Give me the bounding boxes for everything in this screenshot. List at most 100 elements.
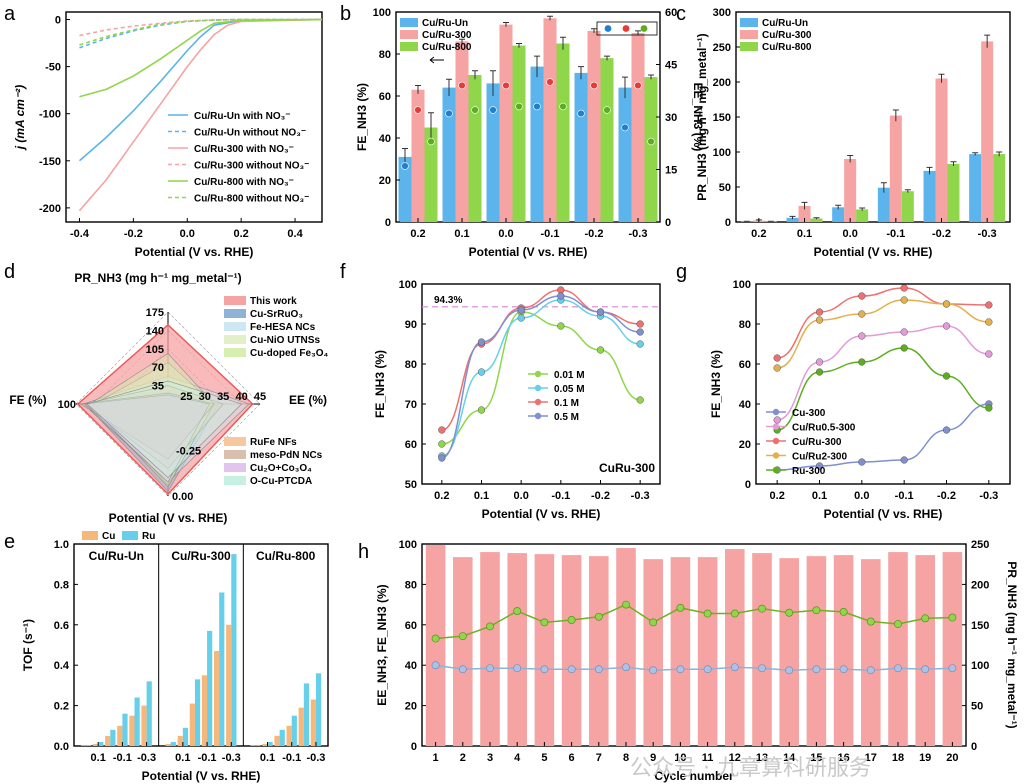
e-legend-swatch-ru — [122, 531, 138, 540]
f-point — [477, 338, 486, 346]
panel-letter-d: d — [4, 261, 15, 283]
c-bar — [901, 191, 914, 222]
a-xtick-label: 0.0 — [180, 228, 195, 240]
f-point — [438, 426, 446, 434]
f-y-axis-label: FE_NH3 (%) — [373, 350, 387, 418]
a-x-axis-label: Potential (V vs. RHE) — [135, 245, 254, 259]
h-ee-point — [676, 665, 685, 674]
c-xtick-label: 0.1 — [797, 228, 812, 240]
h-y2-axis-label: PR_NH3 (mg h⁻¹ mg_metal⁻¹) — [1005, 561, 1019, 728]
h-xtick-label: 7 — [596, 752, 602, 764]
f-point — [517, 306, 525, 314]
h-fe-bar — [861, 559, 881, 746]
b-error-bar — [516, 43, 522, 48]
h-pr-point — [921, 614, 930, 623]
h-x-axis-label: Cycle number — [654, 769, 734, 783]
h-ee-point — [622, 663, 630, 672]
a-series-line-4 — [79, 18, 323, 98]
a-series-line-5 — [79, 18, 322, 46]
b-error-bar — [534, 55, 540, 78]
b-bar — [556, 43, 570, 222]
g-legend-label: Cu/Ru2-300 — [792, 452, 847, 463]
e-bar-cu — [92, 743, 99, 746]
a-series-line-0 — [78, 18, 323, 162]
d-legend-label: Fe-HESA NCs — [250, 322, 316, 333]
e-bar-cu — [141, 705, 147, 746]
h-ytick-label: 40 — [405, 660, 417, 672]
b-error-bar — [578, 66, 584, 80]
b-ee-point — [603, 106, 611, 114]
d-radar-polygon-5 — [84, 385, 224, 469]
e-bar-cu — [189, 703, 195, 746]
d-legend-label: meso-PdN NCs — [250, 450, 323, 461]
d-top-tick-label: 70 — [152, 362, 164, 374]
e-bar-cu — [274, 735, 280, 746]
h-pr-point — [703, 609, 712, 618]
g-point — [985, 350, 993, 358]
d-axis-title-bottom: Potential (V vs. RHE) — [109, 511, 228, 525]
c-xtick-label: 0.0 — [843, 228, 858, 240]
b-error-bar — [648, 74, 654, 80]
c-bar — [969, 154, 982, 222]
g-legend-dot — [772, 452, 780, 459]
h-ee-line — [435, 664, 953, 672]
g-legend-label: Cu-300 — [792, 408, 826, 419]
c-error-bar — [926, 166, 933, 175]
a-xtick-label: -0.4 — [70, 228, 90, 240]
e-bar-cu — [177, 735, 183, 746]
b-bar — [398, 156, 412, 222]
g-point — [942, 372, 951, 380]
f-ytick-label: 70 — [405, 399, 417, 411]
b-bar — [468, 75, 482, 222]
g-ytick-label: 100 — [733, 279, 751, 291]
g-ytick-label: 60 — [739, 359, 751, 371]
c-bar — [856, 209, 869, 222]
b-bar — [574, 72, 588, 223]
g-ytick-label: 20 — [739, 439, 751, 451]
g-point — [900, 284, 908, 292]
b-ee-point — [471, 106, 479, 114]
h-ee-point — [758, 664, 766, 673]
e-bar-ru — [122, 713, 128, 746]
e-bar-cu — [117, 725, 123, 746]
c-ytick-label: 50 — [719, 182, 731, 194]
g-point — [815, 316, 824, 324]
d-left-tick-label: 100 — [58, 399, 76, 411]
e-ytick-label: 0.8 — [54, 579, 69, 591]
c-error-bar — [938, 73, 945, 83]
c-bar — [832, 207, 845, 222]
b-right-ytick-label: 60 — [665, 7, 677, 19]
f-series-line-1 — [441, 299, 641, 457]
d-radar-polygon-0 — [76, 323, 254, 496]
h-xtick-label: 10 — [674, 752, 686, 764]
e-bar-ru — [255, 744, 261, 746]
b-xtick-label: -0.3 — [629, 228, 648, 240]
h-ee-point — [567, 665, 576, 674]
c-bar — [877, 187, 890, 222]
panel-letter-b: b — [340, 3, 351, 25]
c-bar — [981, 41, 994, 223]
b-error-bar — [490, 70, 496, 96]
h-right-ytick-label: 200 — [971, 579, 989, 591]
g-point — [858, 292, 866, 300]
g-xtick-label: -0.1 — [895, 490, 914, 502]
e-xtick-label: -0.3 — [137, 752, 156, 764]
b-ee-legend-box — [596, 21, 658, 36]
a-ytick-label: -100 — [39, 109, 61, 121]
a-legend-label: Cu/Ru-Un without NO₃⁻ — [194, 128, 306, 139]
f-xtick-label: 0.2 — [434, 490, 449, 502]
f-ytick-label: 60 — [405, 439, 417, 451]
e-xtick-label: -0.1 — [113, 752, 132, 764]
e-bar-ru — [291, 715, 297, 746]
g-legend-label: Cu/Ru0.5-300 — [792, 423, 856, 434]
b-error-bar — [459, 38, 465, 44]
f-legend-dot — [534, 412, 542, 420]
e-xtick-label: -0.3 — [222, 752, 241, 764]
h-pr-point — [785, 608, 794, 617]
h-fe-bar — [725, 549, 745, 746]
h-pr-point — [866, 617, 875, 626]
d-legend-swatch — [224, 309, 246, 318]
h-pr-point — [839, 607, 848, 616]
b-ee-point — [401, 162, 409, 170]
d-legend-swatch — [224, 322, 246, 331]
